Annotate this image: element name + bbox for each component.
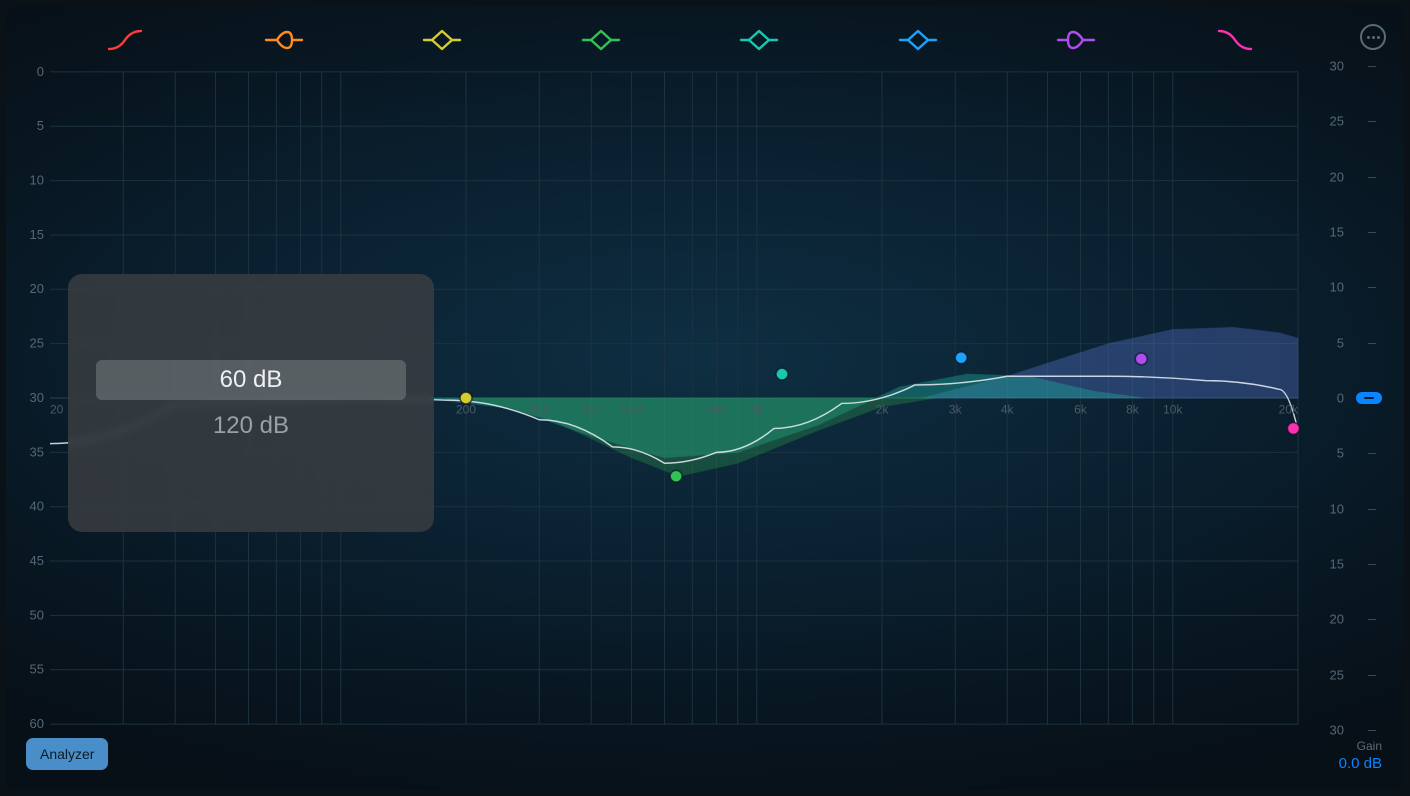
gain-tick: 0: [1337, 391, 1344, 406]
band-3-bell-icon[interactable]: [363, 20, 522, 60]
gain-tick: 5: [1337, 335, 1344, 350]
svg-text:1k: 1k: [750, 403, 763, 417]
svg-text:15: 15: [30, 227, 44, 242]
band-selector-row: [6, 20, 1354, 60]
gain-tick: 20: [1330, 612, 1344, 627]
svg-text:20k: 20k: [1279, 403, 1298, 417]
svg-text:10: 10: [30, 173, 44, 188]
gain-readout: Gain 0.0 dB: [1339, 739, 1382, 772]
gain-tick: 25: [1330, 667, 1344, 682]
svg-text:5: 5: [37, 118, 44, 133]
band-4-bell-icon[interactable]: [522, 20, 681, 60]
svg-text:200: 200: [456, 403, 476, 417]
gain-tick: 5: [1337, 446, 1344, 461]
svg-text:2k: 2k: [876, 403, 889, 417]
svg-text:40: 40: [30, 499, 44, 514]
band-8-node[interactable]: [1287, 423, 1299, 435]
svg-text:30: 30: [30, 390, 44, 405]
band-6-node[interactable]: [955, 352, 967, 364]
svg-text:20: 20: [50, 403, 64, 417]
more-options-button[interactable]: [1360, 24, 1386, 50]
band-5-bell-icon[interactable]: [680, 20, 839, 60]
range-option[interactable]: 60 dB: [96, 360, 406, 400]
svg-text:3k: 3k: [949, 403, 962, 417]
gain-tick: 10: [1330, 280, 1344, 295]
band-8-high-cut-icon[interactable]: [1156, 20, 1315, 60]
gain-tick: 15: [1330, 557, 1344, 572]
band-5-node[interactable]: [776, 368, 788, 380]
gain-tick: 10: [1330, 501, 1344, 516]
svg-text:8k: 8k: [1126, 403, 1139, 417]
gain-label: Gain: [1339, 739, 1382, 753]
svg-text:0: 0: [37, 66, 44, 79]
svg-text:800: 800: [706, 403, 726, 417]
gain-tick: 15: [1330, 225, 1344, 240]
gain-slider-handle[interactable]: [1356, 392, 1382, 404]
range-popup: 60 dB 120 dB: [68, 274, 434, 532]
svg-text:60: 60: [30, 716, 44, 730]
svg-text:45: 45: [30, 553, 44, 568]
band-6-bell-icon[interactable]: [839, 20, 998, 60]
svg-text:300: 300: [529, 403, 549, 417]
svg-text:25: 25: [30, 336, 44, 351]
svg-text:400: 400: [581, 403, 601, 417]
band-3-node[interactable]: [460, 392, 472, 404]
eq-panel: 0510152025303540455055602020030040050080…: [6, 6, 1404, 790]
band-2-low-shelf-icon[interactable]: [205, 20, 364, 60]
gain-value[interactable]: 0.0 dB: [1339, 755, 1382, 772]
gain-tick: 30: [1330, 59, 1344, 74]
gain-tick: 30: [1330, 723, 1344, 738]
band-4-node[interactable]: [670, 470, 682, 482]
gain-tick: 20: [1330, 169, 1344, 184]
svg-text:55: 55: [30, 662, 44, 677]
range-option[interactable]: 120 dB: [96, 406, 406, 446]
svg-text:6k: 6k: [1074, 403, 1087, 417]
gain-axis: 30252015105051015202530: [1304, 66, 1344, 730]
analyzer-button[interactable]: Analyzer: [26, 738, 108, 770]
svg-text:35: 35: [30, 444, 44, 459]
band-7-high-shelf-icon[interactable]: [997, 20, 1156, 60]
svg-text:20: 20: [30, 281, 44, 296]
svg-text:500: 500: [622, 403, 642, 417]
gain-tick: 25: [1330, 114, 1344, 129]
band-7-node[interactable]: [1135, 353, 1147, 365]
svg-text:10k: 10k: [1163, 403, 1182, 417]
svg-text:4k: 4k: [1001, 403, 1014, 417]
band-1-low-cut-icon[interactable]: [46, 20, 205, 60]
svg-text:50: 50: [30, 607, 44, 622]
